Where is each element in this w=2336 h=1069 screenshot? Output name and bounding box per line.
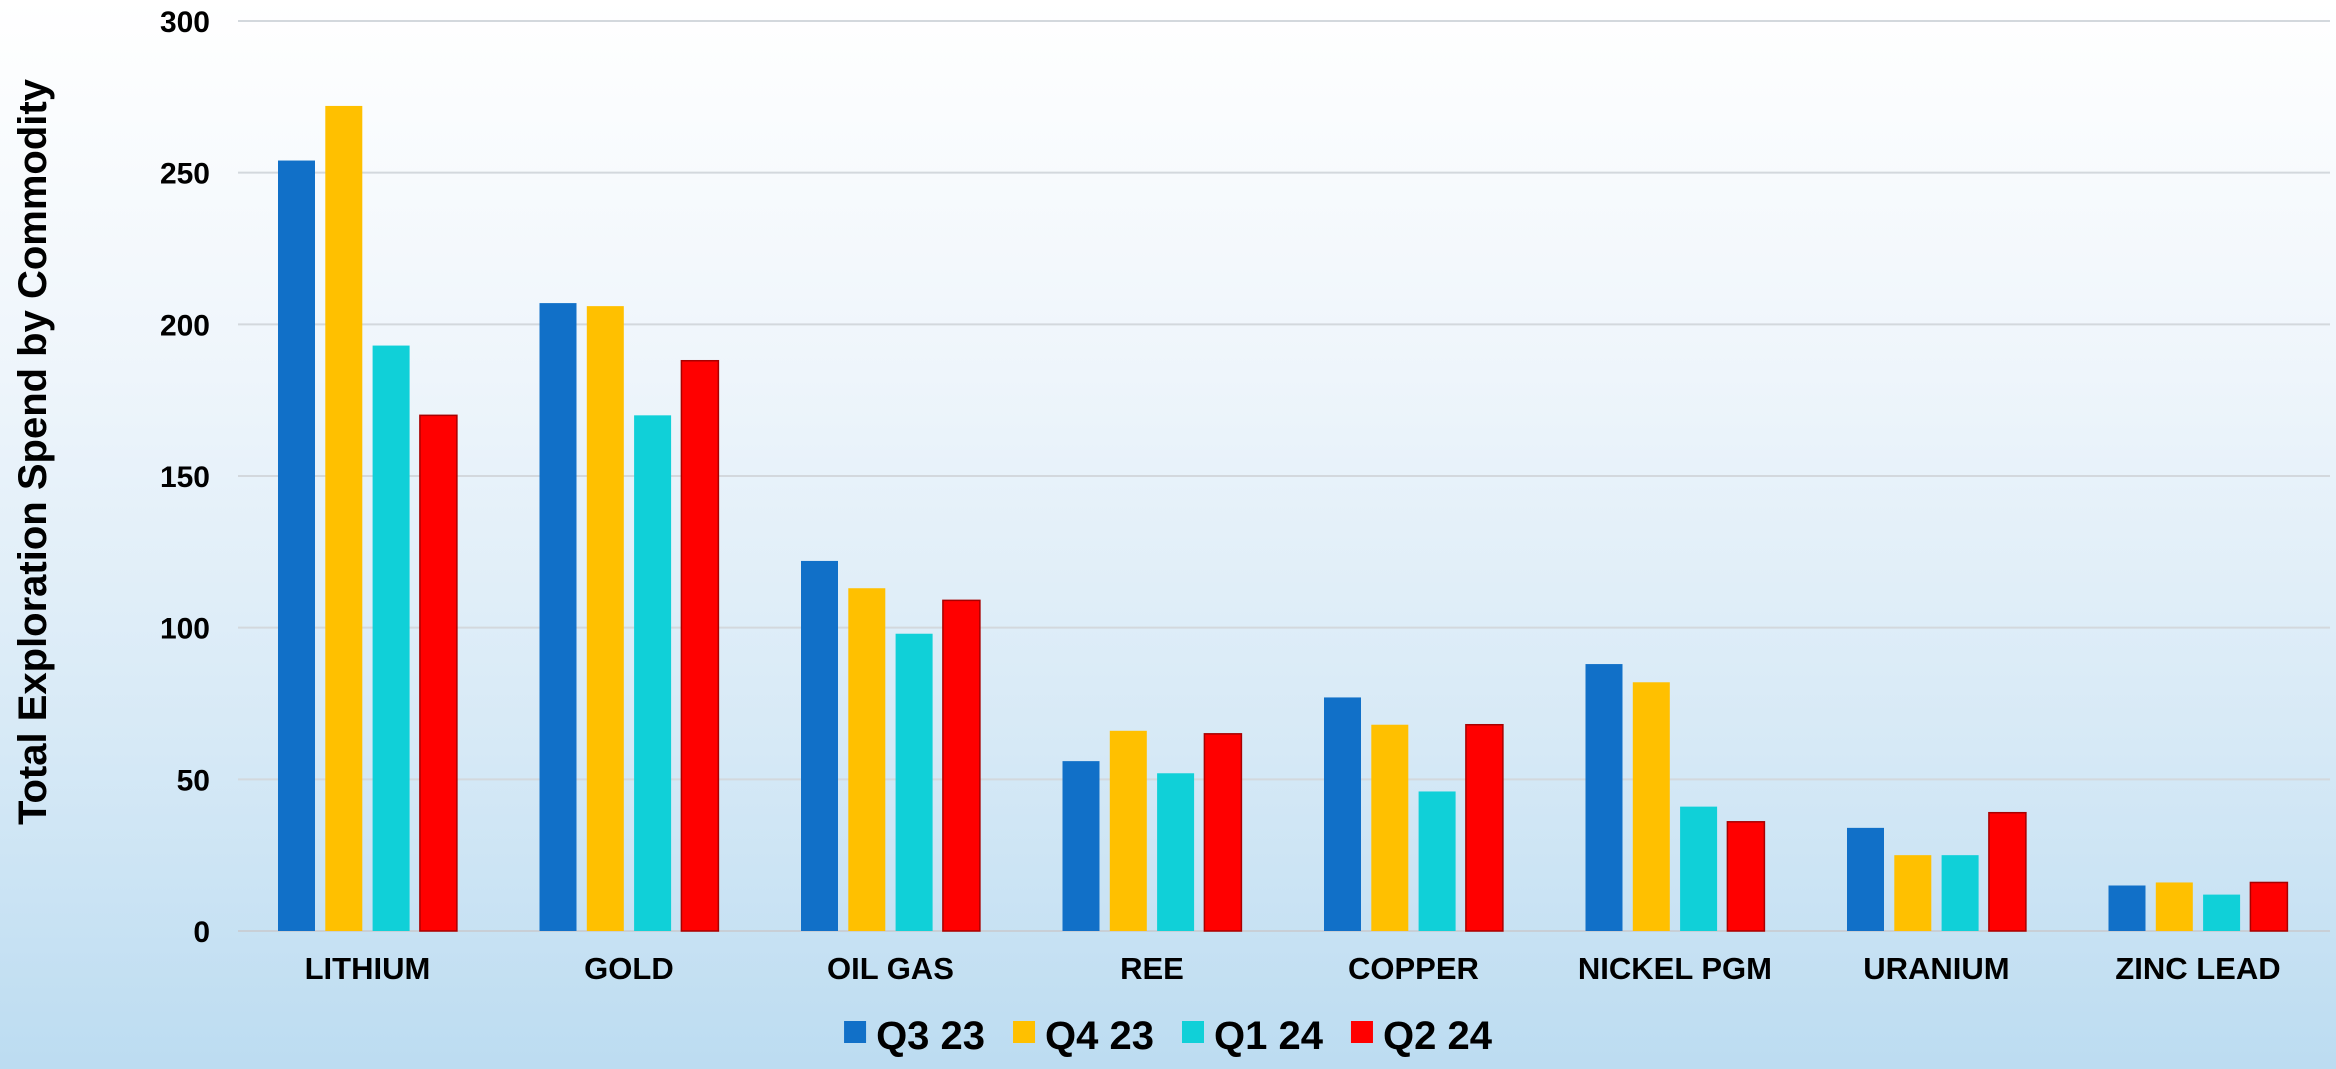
bar-q3-23	[1585, 664, 1623, 931]
gridlines	[238, 20, 2330, 932]
bar-q1-24	[1941, 855, 1979, 931]
legend-label: Q3 23	[876, 1014, 985, 1058]
bar-q1-24	[1418, 791, 1456, 931]
bar-q4-23	[848, 588, 886, 931]
bar-q4-23	[1894, 855, 1932, 931]
x-tick-label: URANIUM	[1863, 951, 2009, 986]
bar-q4-23	[586, 306, 624, 932]
bar-q4-23	[1632, 682, 1670, 931]
x-tick-label: ZINC LEAD	[2115, 951, 2280, 986]
bar-q2-24	[1988, 811, 2027, 932]
bar-q2-24	[1465, 723, 1504, 932]
legend-marker	[1350, 1021, 1373, 1043]
y-tick-label: 150	[160, 461, 210, 494]
bar-q4-23	[2155, 882, 2193, 931]
bar-q1-24	[1157, 773, 1195, 931]
bar-q3-23	[1324, 697, 1361, 931]
y-tick-label: 0	[193, 916, 210, 949]
bar-q3-23	[1062, 761, 1100, 931]
x-axis-ticks: LITHIUM GOLD OIL GAS REE COPPER NICKEL PGM URA…	[305, 951, 2281, 986]
x-tick-label: NICKEL PGM	[1578, 951, 1772, 986]
y-tick-label: 100	[160, 613, 210, 646]
bar-q3-23	[2108, 885, 2146, 931]
x-tick-label: LITHIUM	[305, 951, 431, 986]
legend-label: Q2 24	[1383, 1014, 1493, 1058]
bar-q2-24	[942, 599, 981, 932]
bar-q3-23	[539, 303, 577, 932]
bar-q1-24	[2203, 894, 2241, 931]
legend: Q3 23 Q4 23 Q1 24 Q2 24	[844, 1014, 1493, 1058]
x-tick-label: REE	[1120, 951, 1184, 986]
y-tick-label: 250	[160, 158, 210, 191]
bar-q3-23	[278, 160, 315, 932]
legend-item: Q3 23	[844, 1014, 985, 1058]
legend-item: Q2 24	[1350, 1014, 1493, 1058]
bar-q2-24	[680, 359, 720, 932]
legend-marker	[1013, 1021, 1036, 1043]
y-tick-label: 50	[177, 764, 210, 797]
legend-marker	[1182, 1021, 1204, 1043]
legend-item: Q1 24	[1182, 1014, 1324, 1058]
legend-item: Q4 23	[1013, 1014, 1154, 1058]
bar-q2-24	[2249, 881, 2289, 932]
y-tick-label: 300	[160, 6, 210, 39]
bar-q4-23	[1371, 724, 1409, 931]
bar-q1-24	[634, 415, 672, 931]
legend-marker	[844, 1021, 867, 1043]
legend-label: Q1 24	[1214, 1014, 1324, 1058]
x-tick-label: GOLD	[584, 951, 674, 986]
bar-q1-24	[1680, 806, 1718, 931]
bar-q2-24	[1726, 821, 1766, 932]
bars	[278, 105, 2289, 932]
bar-q2-24	[419, 414, 458, 932]
bar-q1-24	[372, 345, 410, 932]
x-tick-label: OIL GAS	[827, 951, 954, 986]
bar-q3-23	[801, 560, 838, 931]
legend-label: Q4 23	[1045, 1014, 1154, 1058]
y-axis-title: Total Exploration Spend by Commodity	[11, 78, 55, 825]
bar-q1-24	[895, 633, 933, 931]
bar-q4-23	[325, 105, 363, 931]
bar-q4-23	[1109, 730, 1147, 931]
bar-q2-24	[1203, 733, 1243, 932]
x-tick-label: COPPER	[1348, 951, 1479, 986]
y-axis-ticks: 0 50 100 150 200 250 300	[160, 6, 210, 949]
y-tick-label: 200	[160, 309, 210, 342]
bar-q3-23	[1847, 827, 1884, 931]
